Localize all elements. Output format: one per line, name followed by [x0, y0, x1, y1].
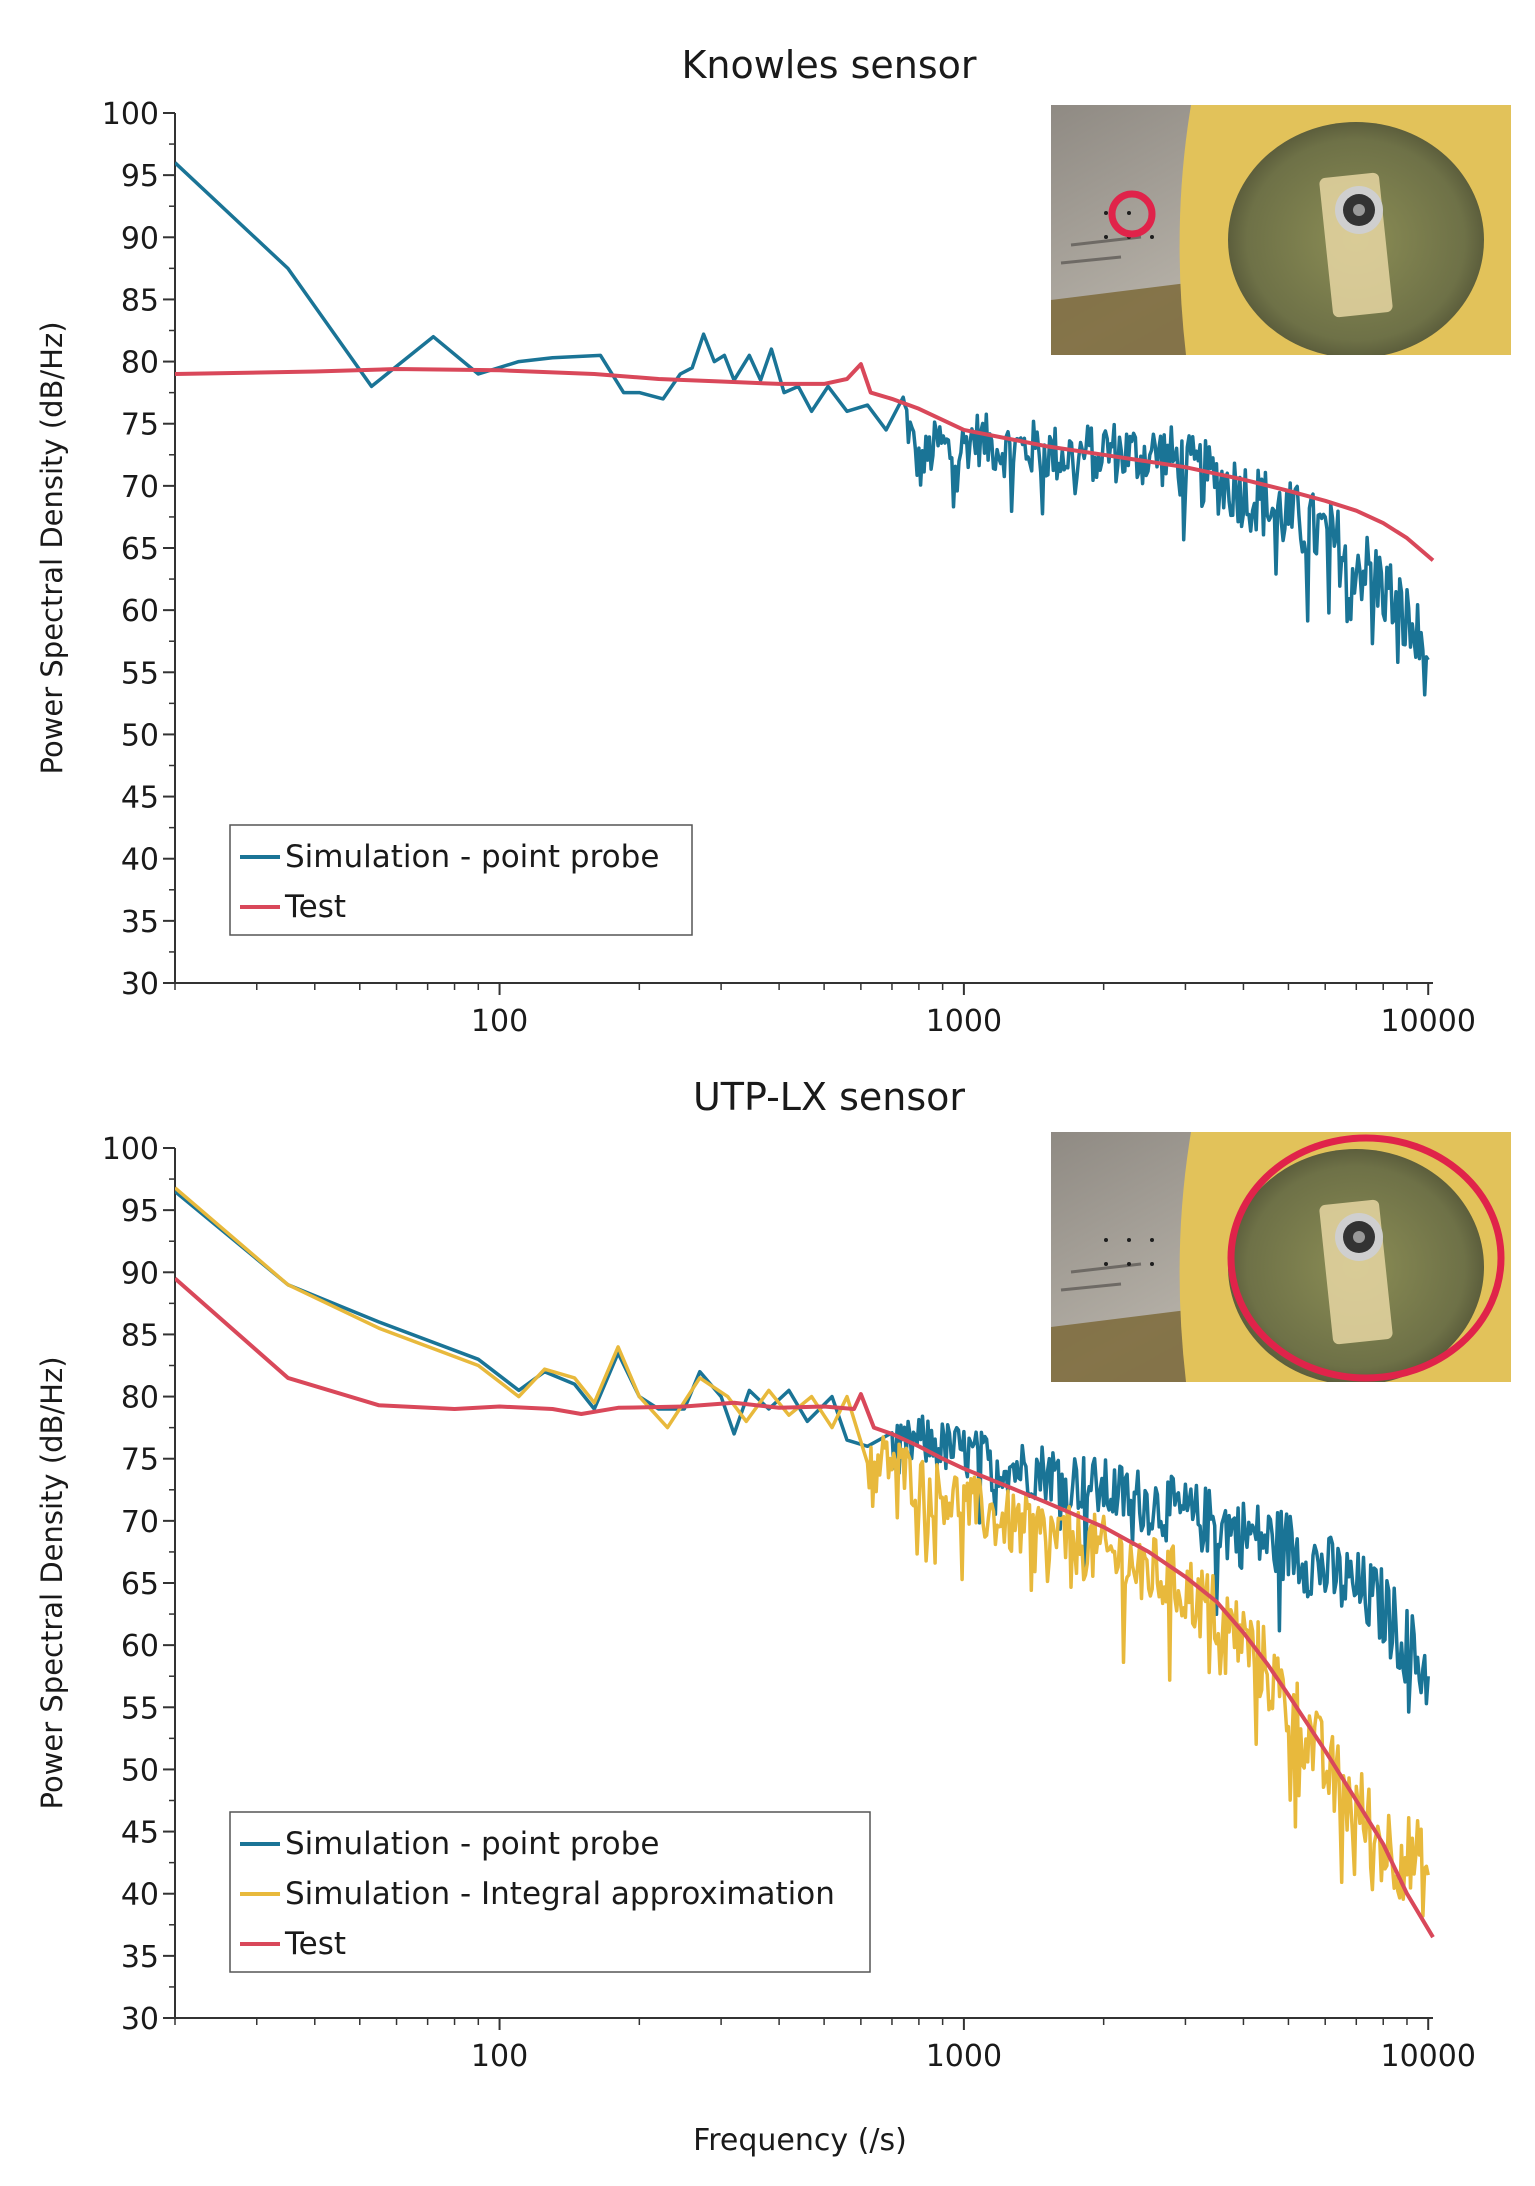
- legend: Simulation - point probe Test: [229, 824, 693, 936]
- y-tick-label: 55: [121, 656, 159, 691]
- y-tick-label: 35: [121, 905, 159, 940]
- y-tick-label: 95: [121, 1194, 159, 1229]
- legend-label: Simulation - point probe: [285, 839, 659, 875]
- chart-panel-1: Knowles sensor Power Spectral Density (dB…: [35, 43, 1512, 1039]
- y-tick-label: 60: [121, 1629, 159, 1664]
- y-tick-label: 30: [121, 967, 159, 1002]
- y-tick-label: 85: [121, 283, 159, 318]
- y-tick-label: 100: [102, 1132, 159, 1167]
- series-line: [175, 1276, 1435, 1939]
- y-tick-label: 30: [121, 2002, 159, 2037]
- y-tick-label: 90: [121, 1256, 159, 1291]
- x-tick-label: 10000: [1380, 1004, 1475, 1039]
- y-tick-label: 50: [121, 1753, 159, 1788]
- chart-panel-2: UTP-LX sensor Power Spectral Density (dB/…: [35, 1075, 1512, 2074]
- legend-box: [229, 1811, 871, 1973]
- y-tick-label: 70: [121, 470, 159, 505]
- y-tick-label: 85: [121, 1318, 159, 1353]
- y-tick-label: 35: [121, 1940, 159, 1975]
- series-line: [175, 362, 1435, 562]
- x-axis-label: Frequency (/s): [693, 2123, 907, 2158]
- y-tick-label: 75: [121, 408, 159, 443]
- y-tick-label: 40: [121, 1878, 159, 1913]
- series-line: [175, 161, 1430, 697]
- legend: Simulation - point probe Simulation - Int…: [229, 1811, 871, 1973]
- x-tick-label: 1000: [926, 1004, 1002, 1039]
- legend-label: Simulation - Integral approximation: [285, 1876, 835, 1912]
- y-tick-label: 65: [121, 532, 159, 567]
- y-tick-label: 75: [121, 1443, 159, 1478]
- legend-label: Test: [284, 1926, 346, 1962]
- y-axis-label: Power Spectral Density (dB/Hz): [35, 321, 69, 774]
- plot-area: [175, 161, 1435, 697]
- y-tick-label: 45: [121, 1816, 159, 1851]
- legend-box: [229, 824, 693, 936]
- highlight-circle: [1227, 1134, 1505, 1382]
- y-axis-label: Power Spectral Density (dB/Hz): [35, 1356, 69, 1809]
- y-tick-label: 70: [121, 1505, 159, 1540]
- y-tick-label: 50: [121, 718, 159, 753]
- y-tick-label: 65: [121, 1567, 159, 1602]
- highlight-circle: [1108, 190, 1156, 238]
- series-line: [175, 1186, 1430, 1918]
- legend-label: Simulation - point probe: [285, 1826, 659, 1862]
- chart-title: Knowles sensor: [681, 43, 976, 87]
- legend-label: Test: [284, 889, 346, 925]
- series-line: [175, 1190, 1430, 1714]
- plot-area: [175, 1186, 1435, 1939]
- y-tick-label: 90: [121, 221, 159, 256]
- y-tick-label: 40: [121, 843, 159, 878]
- y-tick-label: 80: [121, 1381, 159, 1416]
- y-tick-label: 80: [121, 346, 159, 381]
- x-tick-label: 10000: [1380, 2039, 1475, 2074]
- x-tick-label: 1000: [926, 2039, 1002, 2074]
- y-tick-label: 60: [121, 594, 159, 629]
- x-tick-label: 100: [471, 1004, 528, 1039]
- chart-title: UTP-LX sensor: [693, 1075, 965, 1119]
- y-tick-label: 55: [121, 1691, 159, 1726]
- y-tick-label: 95: [121, 159, 159, 194]
- x-tick-label: 100: [471, 2039, 528, 2074]
- y-tick-label: 100: [102, 97, 159, 132]
- y-tick-label: 45: [121, 781, 159, 816]
